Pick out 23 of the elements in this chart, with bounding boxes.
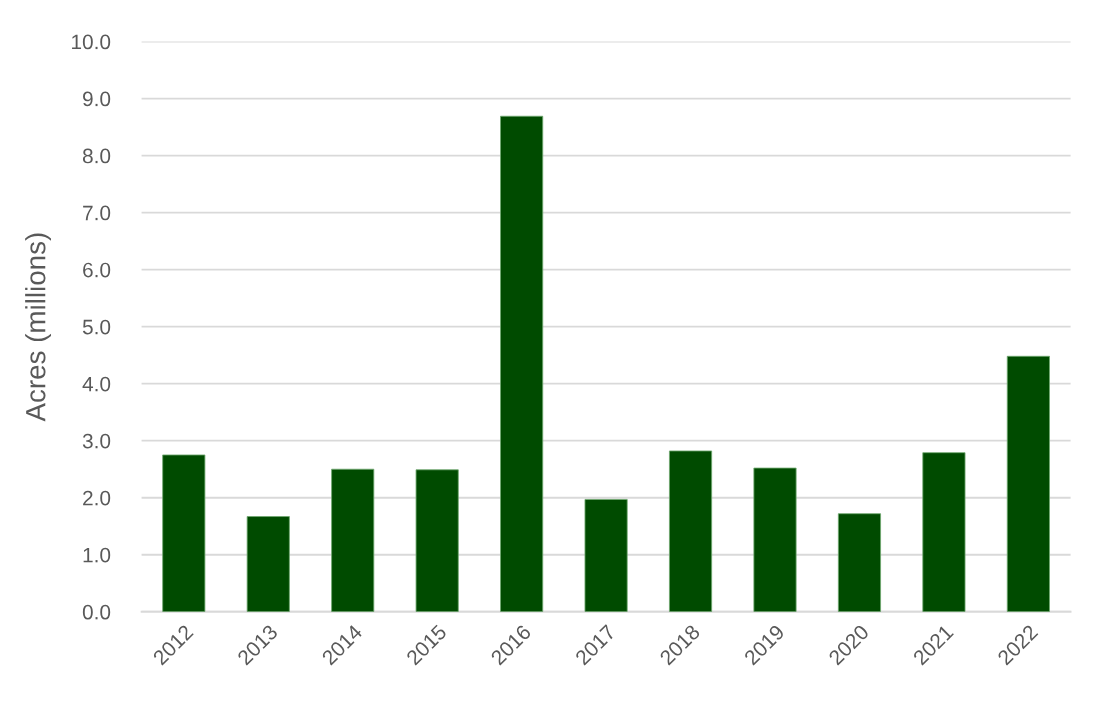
bar [753, 467, 797, 612]
y-tick-label: 5.0 [82, 319, 111, 335]
bar [500, 115, 544, 612]
bar [162, 454, 206, 612]
y-tick-label: 7.0 [83, 205, 111, 221]
y-tick-label: 0.0 [82, 604, 111, 620]
y-tick-label: 2.0 [83, 490, 111, 506]
bar [584, 499, 628, 612]
y-tick-label: 8.0 [82, 148, 111, 164]
bar [246, 516, 290, 612]
y-tick-label: 10.0 [72, 34, 111, 50]
y-tick-label: 1.0 [83, 547, 111, 563]
bar [331, 468, 375, 612]
bar [415, 469, 459, 612]
y-tick-label: 6.0 [83, 262, 111, 278]
y-tick-label: 3.0 [82, 433, 111, 449]
y-tick-label: 4.0 [82, 376, 111, 392]
bar [1006, 355, 1050, 612]
bar [837, 513, 881, 612]
bar [669, 450, 713, 612]
bar [922, 452, 966, 612]
y-axis-title: Acres (millions) [25, 233, 52, 422]
y-tick-label: 9.0 [83, 91, 111, 107]
